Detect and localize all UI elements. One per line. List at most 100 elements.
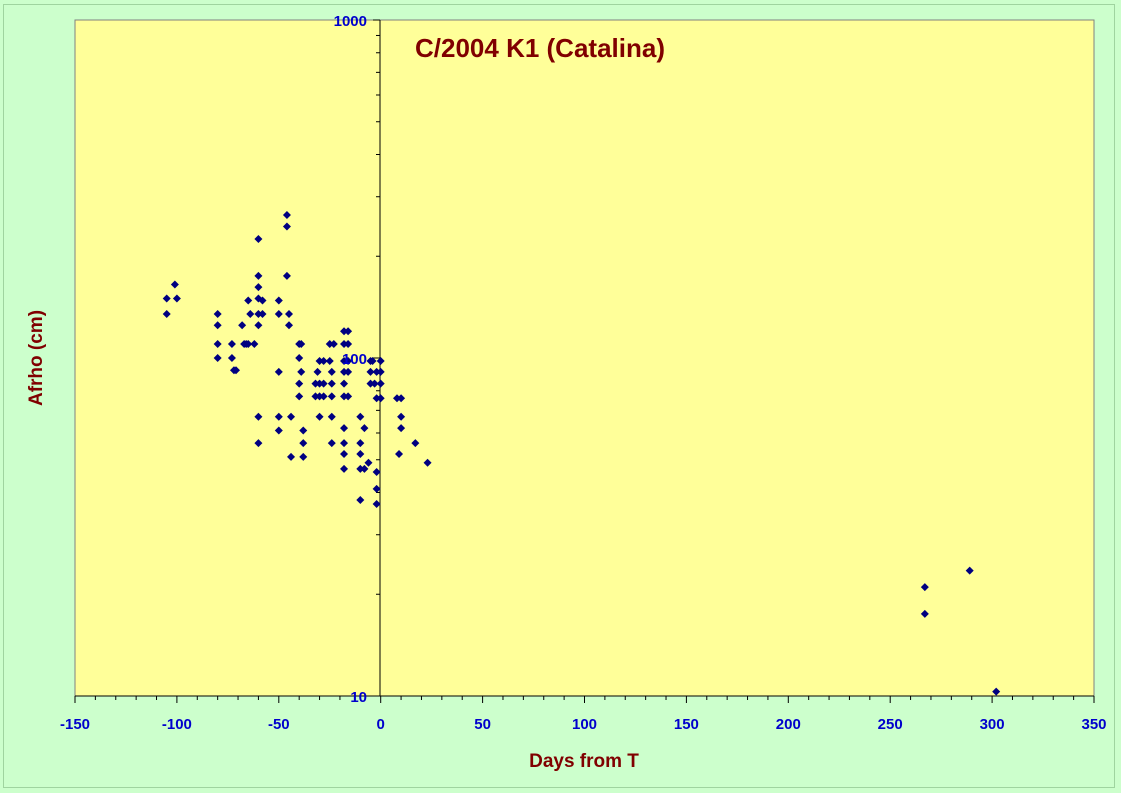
data-point [315,392,324,401]
data-point [274,426,283,435]
data-point [344,327,353,336]
data-point [287,452,296,461]
data-point [227,340,236,349]
data-point [213,321,222,330]
data-point [254,271,263,280]
data-point [232,366,241,375]
data-points [162,210,1001,696]
data-point [372,367,381,376]
data-point [344,392,353,401]
x-tick-label: 50 [474,716,491,733]
y-tick-label: 100 [342,351,367,368]
data-point [340,379,349,388]
data-point [340,367,349,376]
data-point [356,412,365,421]
data-point [327,412,336,421]
data-point [340,464,349,473]
data-point [244,296,253,305]
data-point [327,379,336,388]
data-point [327,392,336,401]
chart-frame [3,4,1115,788]
data-point [340,392,349,401]
data-point [287,412,296,421]
data-point [965,566,974,575]
data-point [282,222,291,231]
data-point [344,367,353,376]
data-point [329,340,338,349]
data-point [327,439,336,448]
data-point [360,464,369,473]
data-point [364,458,373,467]
data-point [992,687,1001,696]
data-point [313,367,322,376]
data-point [315,412,324,421]
data-point [319,379,328,388]
data-point [397,394,406,403]
data-point [325,356,334,365]
data-point [393,394,402,403]
x-tick-label: 300 [980,716,1005,733]
x-tick-label: 200 [776,716,801,733]
x-tick-label: -150 [60,716,90,733]
x-tick-label: 350 [1081,716,1106,733]
data-point [172,294,181,303]
data-point [258,296,267,305]
data-point [366,367,375,376]
data-point [282,271,291,280]
y-axis-title: Afrho (cm) [26,310,47,406]
x-tick-label: 150 [674,716,699,733]
data-point [340,424,349,433]
data-point [319,356,328,365]
data-point [227,354,236,362]
data-point [274,367,283,376]
data-point [340,327,349,336]
data-point [299,439,308,448]
data-point [372,467,381,476]
data-point [340,439,349,448]
data-point [372,394,381,403]
data-point [282,210,291,219]
data-point [213,340,222,349]
x-tick-label: 0 [377,716,385,733]
data-point [297,340,306,349]
data-point [299,452,308,461]
data-point [340,449,349,458]
data-point [356,496,365,505]
x-tick-label: 100 [572,716,597,733]
data-point [370,379,379,388]
data-point [295,379,304,388]
data-point [376,367,385,376]
data-point [254,309,263,318]
data-point [411,439,420,448]
data-point [295,354,304,362]
data-point [246,309,255,318]
data-point [162,309,171,318]
data-point [397,424,406,433]
data-point [238,321,247,330]
data-point [356,449,365,458]
data-point [372,484,381,493]
plot-area [74,19,1095,697]
data-point [299,426,308,435]
data-point [295,392,304,401]
data-point [372,499,381,508]
data-point [274,309,283,318]
data-point [360,424,369,433]
data-point [368,356,377,365]
data-point [920,583,929,592]
data-point [327,367,336,376]
data-point [254,321,263,330]
data-point [213,354,222,362]
data-point [325,340,334,349]
data-point [376,356,385,365]
data-point [344,356,353,365]
data-point [315,356,324,365]
data-point [395,449,404,458]
y-tick-label: 1000 [334,13,367,30]
data-point [319,392,328,401]
data-point [284,309,293,318]
data-point [366,379,375,388]
chart-title: C/2004 K1 (Catalina) [415,33,665,63]
data-point [423,458,432,467]
data-point [250,340,259,349]
